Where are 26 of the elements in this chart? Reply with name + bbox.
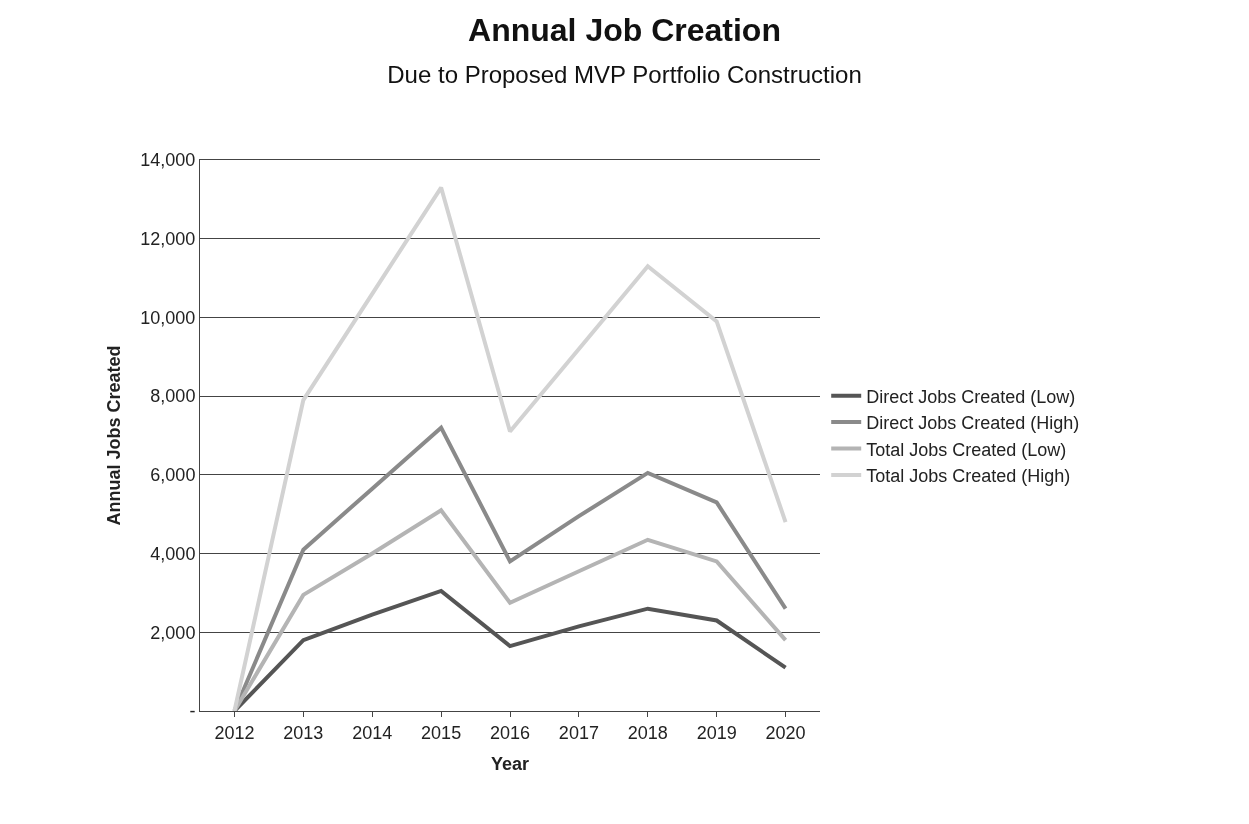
chart-title: Annual Job Creation <box>468 12 781 49</box>
y-tick-label: 14,000 <box>140 150 196 171</box>
x-tick-label: 2020 <box>765 722 806 743</box>
y-tick-label: 10,000 <box>140 307 196 328</box>
y-tick-label: 8,000 <box>150 386 196 407</box>
x-tick-label: 2014 <box>352 722 393 743</box>
x-tick-label: 2015 <box>421 722 462 743</box>
x-tick-label: 2012 <box>214 722 255 743</box>
y-tick-label: 2,000 <box>150 622 196 643</box>
legend-label: Total Jobs Created (High) <box>866 465 1071 486</box>
x-tick-label: 2016 <box>489 722 531 743</box>
legend-label: Total Jobs Created (Low) <box>866 439 1067 460</box>
x-tick-label: 2019 <box>696 722 737 743</box>
y-tick-label: 6,000 <box>150 465 196 486</box>
legend-label: Direct Jobs Created (High) <box>866 413 1080 434</box>
chart-subtitle: Due to Proposed MVP Portfolio Construction <box>387 60 862 88</box>
x-axis-title: Year <box>490 753 530 774</box>
x-tick-label: 2013 <box>283 722 324 743</box>
y-axis-title: Annual Jobs Created <box>103 345 124 526</box>
legend-label: Direct Jobs Created (Low) <box>866 386 1076 407</box>
x-tick-label: 2018 <box>627 722 668 743</box>
line-series <box>232 185 788 711</box>
y-tick-label: 12,000 <box>140 229 196 250</box>
x-tick-label: 2017 <box>558 722 599 743</box>
y-tick-label: - <box>189 701 196 722</box>
y-tick-label: 4,000 <box>150 543 196 564</box>
